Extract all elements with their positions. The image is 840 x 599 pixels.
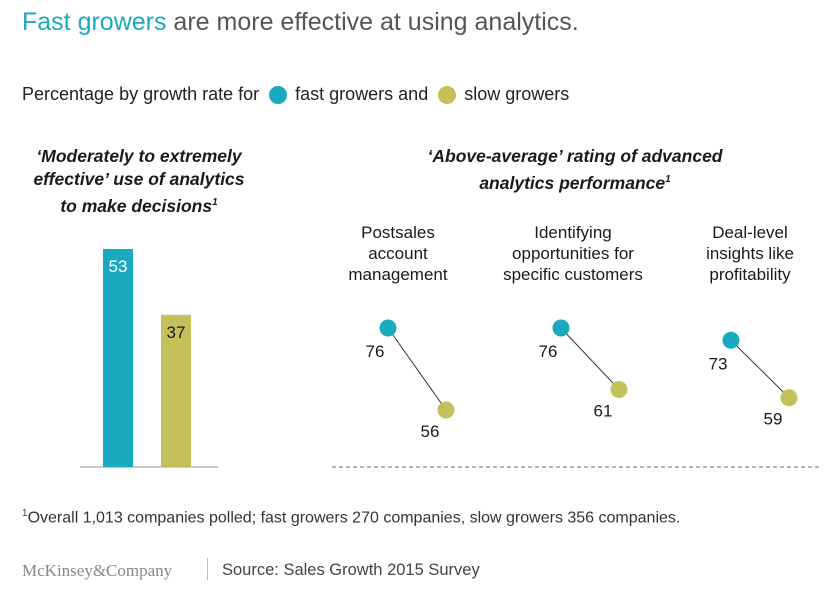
category-label-line: account <box>368 244 428 263</box>
legend-slow-dot-icon <box>438 85 457 104</box>
point-fast-deal-level <box>722 331 740 349</box>
label-slow-identifying: 61 <box>594 402 613 421</box>
category-label-identifying: Identifying opportunities for specific c… <box>483 222 663 285</box>
footer-divider <box>207 558 208 580</box>
left-subhead-line1: ‘Moderately to extremely <box>36 146 242 166</box>
label-slow-postsales: 56 <box>421 422 440 441</box>
left-subhead: ‘Moderately to extremely effective’ use … <box>14 145 264 218</box>
point-fast-identifying <box>552 319 570 337</box>
legend: Percentage by growth rate for fast growe… <box>22 84 569 105</box>
point-slow-identifying <box>610 381 628 398</box>
category-label-line: profitability <box>709 265 791 284</box>
left-subhead-line3: to make decisions <box>60 195 213 216</box>
legend-fast-dot-icon <box>269 85 288 104</box>
category-label-deal-level: Deal-level insights like profitability <box>660 222 840 285</box>
category-label-line: Deal-level <box>712 223 788 242</box>
connector-line-postsales <box>387 327 447 411</box>
label-fast-identifying: 76 <box>539 342 558 361</box>
connector-line-deal-level <box>730 339 790 399</box>
bar-label-slow-growers: 37 <box>167 323 186 342</box>
footnote: 1Overall 1,013 companies polled; fast gr… <box>22 508 680 527</box>
category-label-line: insights like <box>706 244 794 263</box>
legend-fast-label: fast growers and <box>295 84 429 104</box>
chart-title: Fast growers are more effective at using… <box>22 8 579 37</box>
connector-line-identifying <box>560 327 620 390</box>
title-rest: are more effective at using analytics. <box>166 8 579 36</box>
source-note: Source: Sales Growth 2015 Survey <box>222 561 480 579</box>
bar-fast-growers <box>103 249 133 467</box>
category-label-postsales: Postsales account management <box>308 222 488 285</box>
title-highlight: Fast growers <box>22 8 167 36</box>
left-subhead-footnote-mark: 1 <box>212 197 218 208</box>
footnote-mark: 1 <box>22 508 28 519</box>
bar-slow-growers <box>161 314 191 467</box>
right-subhead: ‘Above-average’ rating of advanced analy… <box>390 145 760 195</box>
right-subhead-footnote-mark: 1 <box>665 174 671 185</box>
point-slow-deal-level <box>780 389 798 407</box>
brand-logo: McKinsey&Company <box>22 561 173 580</box>
footnote-text: Overall 1,013 companies polled; fast gro… <box>27 509 681 527</box>
left-subhead-line2: effective’ use of analytics <box>33 169 245 189</box>
label-slow-deal-level: 59 <box>764 410 783 429</box>
category-label-line: management <box>348 265 448 284</box>
category-label-line: Postsales <box>361 223 435 242</box>
label-fast-postsales: 76 <box>366 342 385 361</box>
point-slow-postsales <box>437 401 455 419</box>
label-fast-deal-level: 73 <box>709 354 728 373</box>
category-label-line: opportunities for <box>512 244 634 263</box>
category-label-line: Identifying <box>534 223 612 242</box>
right-subhead-line2: analytics performance <box>479 172 666 193</box>
legend-prefix: Percentage by growth rate for <box>22 84 260 104</box>
category-label-line: specific customers <box>503 265 643 284</box>
legend-slow-label: slow growers <box>464 84 570 104</box>
bar-label-fast-growers: 53 <box>109 257 128 276</box>
point-fast-postsales <box>379 319 397 337</box>
right-subhead-line1: ‘Above-average’ rating of advanced <box>427 146 723 166</box>
